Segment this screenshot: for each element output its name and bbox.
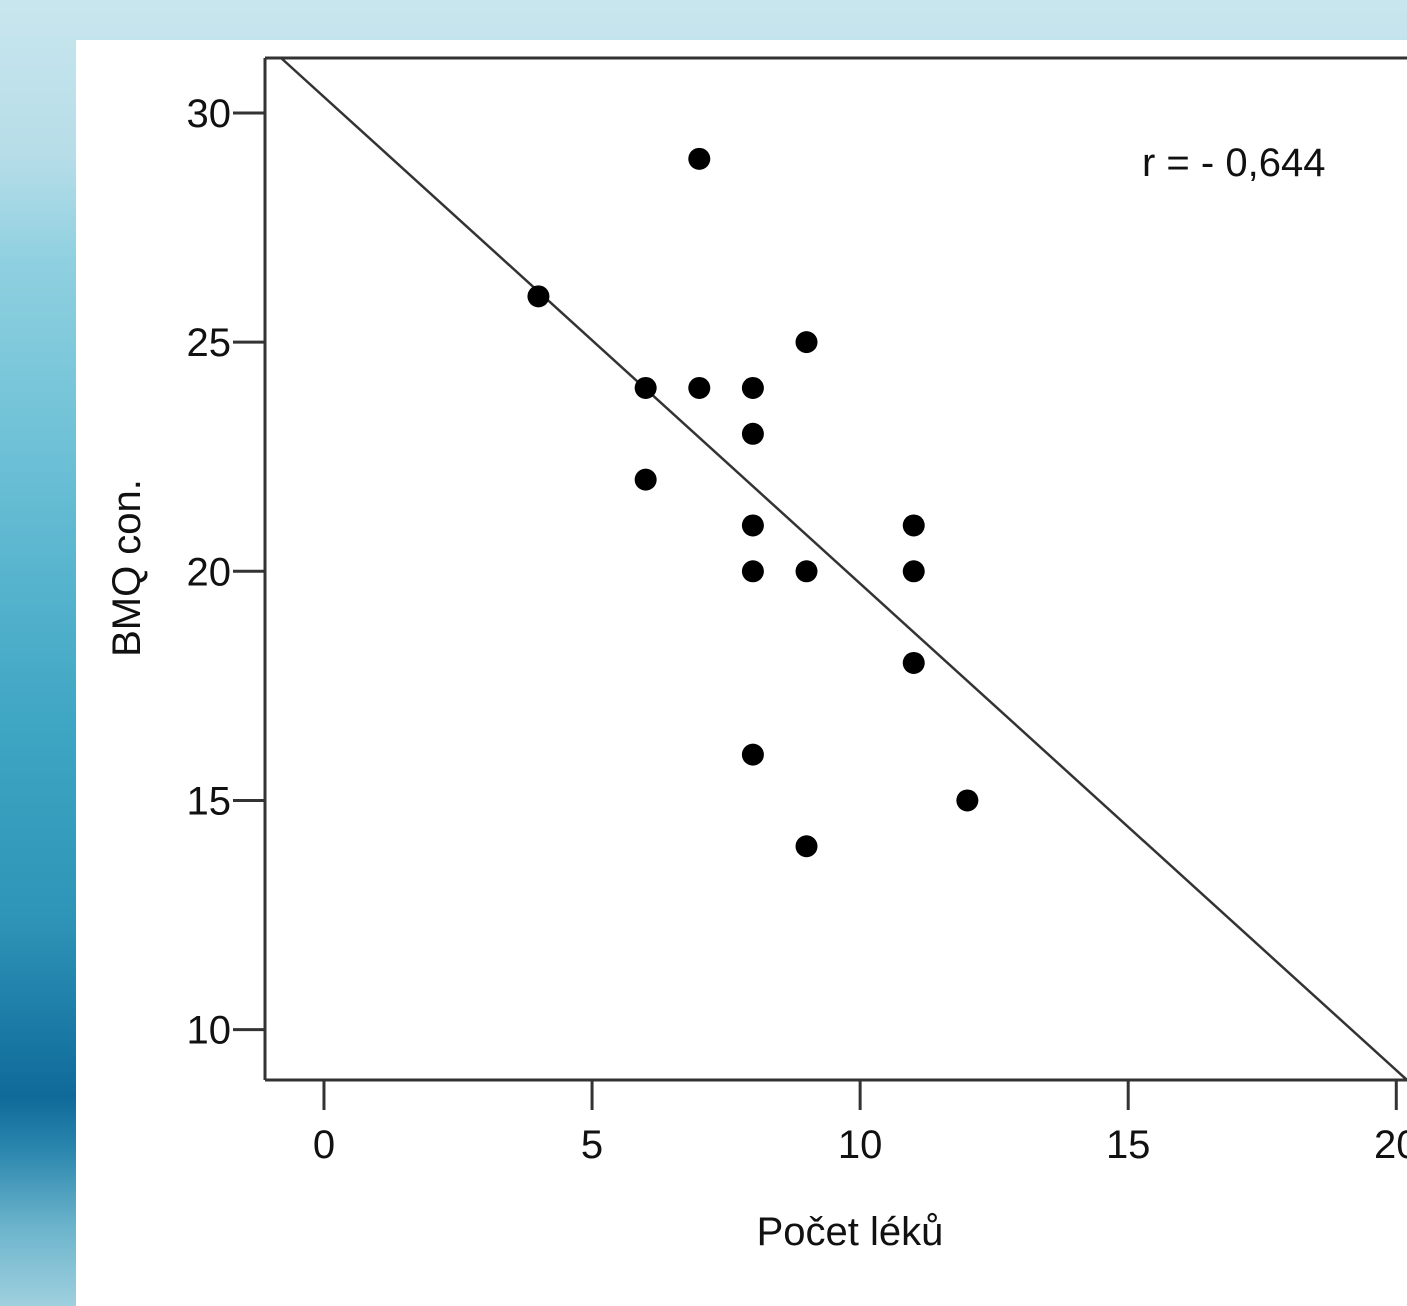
data-point xyxy=(956,789,979,812)
chart-panel xyxy=(76,40,1407,1306)
data-point xyxy=(795,331,818,354)
y-tick-label: 30 xyxy=(187,92,232,136)
data-point xyxy=(795,560,818,583)
regression-line xyxy=(280,57,1407,1081)
data-point xyxy=(634,376,657,399)
x-tick-label: 10 xyxy=(838,1123,883,1167)
data-point xyxy=(795,835,818,858)
data-point xyxy=(902,651,925,674)
data-point xyxy=(741,560,764,583)
data-point xyxy=(902,560,925,583)
data-point xyxy=(634,468,657,491)
x-axis-title: Počet léků xyxy=(757,1210,944,1254)
data-point xyxy=(741,422,764,445)
data-point xyxy=(741,743,764,766)
data-point xyxy=(741,514,764,537)
x-tick-label: 20 xyxy=(1374,1123,1407,1167)
y-tick-label: 10 xyxy=(187,1009,232,1053)
data-point xyxy=(688,376,711,399)
data-point xyxy=(741,376,764,399)
x-tick-label: 5 xyxy=(581,1123,603,1167)
y-tick-label: 15 xyxy=(187,779,232,823)
y-tick-label: 25 xyxy=(187,321,232,365)
data-point xyxy=(688,147,711,170)
correlation-annotation: r = - 0,644 xyxy=(1142,141,1325,185)
y-tick-label: 20 xyxy=(187,550,232,594)
data-point xyxy=(902,514,925,537)
x-tick-label: 0 xyxy=(313,1123,335,1167)
data-point xyxy=(527,285,550,308)
y-axis-title: BMQ con. xyxy=(105,479,149,657)
x-tick-label: 15 xyxy=(1106,1123,1151,1167)
